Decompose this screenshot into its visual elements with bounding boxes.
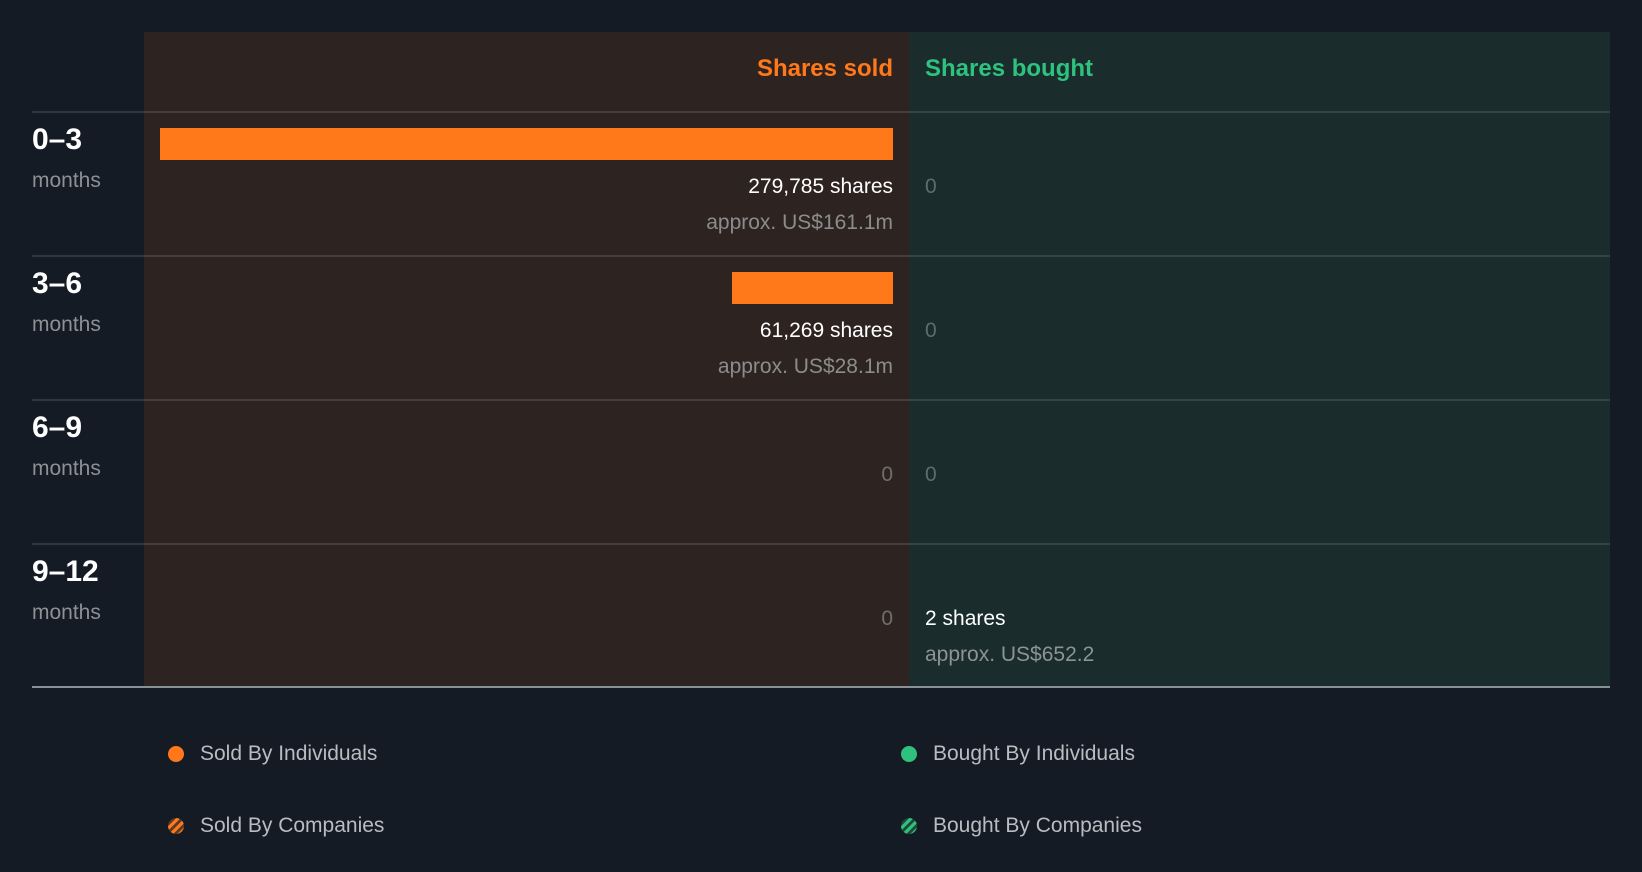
shares-bought-panel [909,32,1610,688]
sold-approx-value: approx. US$161.1m [706,211,893,234]
period-unit: months [32,313,101,336]
chart-row-0-3-months: 0–3 months 279,785 shares approx. US$161… [0,112,1642,256]
sold-bar [732,272,893,304]
green-striped-dot-icon [901,818,917,834]
orange-striped-dot-icon [168,818,184,834]
shares-sold-header: Shares sold [756,55,893,82]
header-divider [32,111,1610,113]
legend-sold-by-companies[interactable]: Sold By Companies [168,813,384,839]
sold-shares-value: 0 [881,463,893,486]
green-dot-icon [901,746,917,762]
row-divider [32,399,1610,401]
bought-shares-value: 0 [925,175,937,198]
legend-sold-by-individuals[interactable]: Sold By Individuals [168,741,377,767]
period-unit: months [32,169,101,192]
legend-bought-by-individuals[interactable]: Bought By Individuals [901,741,1135,767]
sold-shares-value: 61,269 shares [759,319,893,342]
period-unit: months [32,601,101,624]
sold-shares-value: 279,785 shares [748,175,893,198]
bought-shares-value: 0 [925,463,937,486]
period-label: 9–12 [32,555,99,588]
legend-label: Sold By Individuals [200,742,378,765]
legend-label: Bought By Individuals [933,742,1135,765]
legend-label: Sold By Companies [200,814,385,837]
orange-dot-icon [168,746,184,762]
row-divider [32,255,1610,257]
chart-baseline [32,686,1610,688]
legend-label: Bought By Companies [933,814,1142,837]
sold-approx-value: approx. US$28.1m [717,355,893,378]
shares-bought-header: Shares bought [925,55,1094,82]
bought-approx-value: approx. US$652.2 [925,643,1095,666]
period-label: 0–3 [32,123,83,156]
chart-row-6-9-months: 6–9 months 0 0 [0,400,1642,544]
row-divider [32,543,1610,545]
chart-row-9-12-months: 9–12 months 0 2 shares approx. US$652.2 [0,544,1642,688]
period-label: 6–9 [32,411,83,444]
chart-row-3-6-months: 3–6 months 61,269 shares approx. US$28.1… [0,256,1642,400]
bought-shares-value: 2 shares [925,607,1006,630]
bought-shares-value: 0 [925,319,937,342]
insider-trading-chart: Shares sold Shares bought 0–3 months 279… [0,32,1642,688]
sold-bar [160,128,893,160]
sold-shares-value: 0 [881,607,893,630]
period-unit: months [32,457,101,480]
period-label: 3–6 [32,267,83,300]
legend-bought-by-companies[interactable]: Bought By Companies [901,813,1142,839]
